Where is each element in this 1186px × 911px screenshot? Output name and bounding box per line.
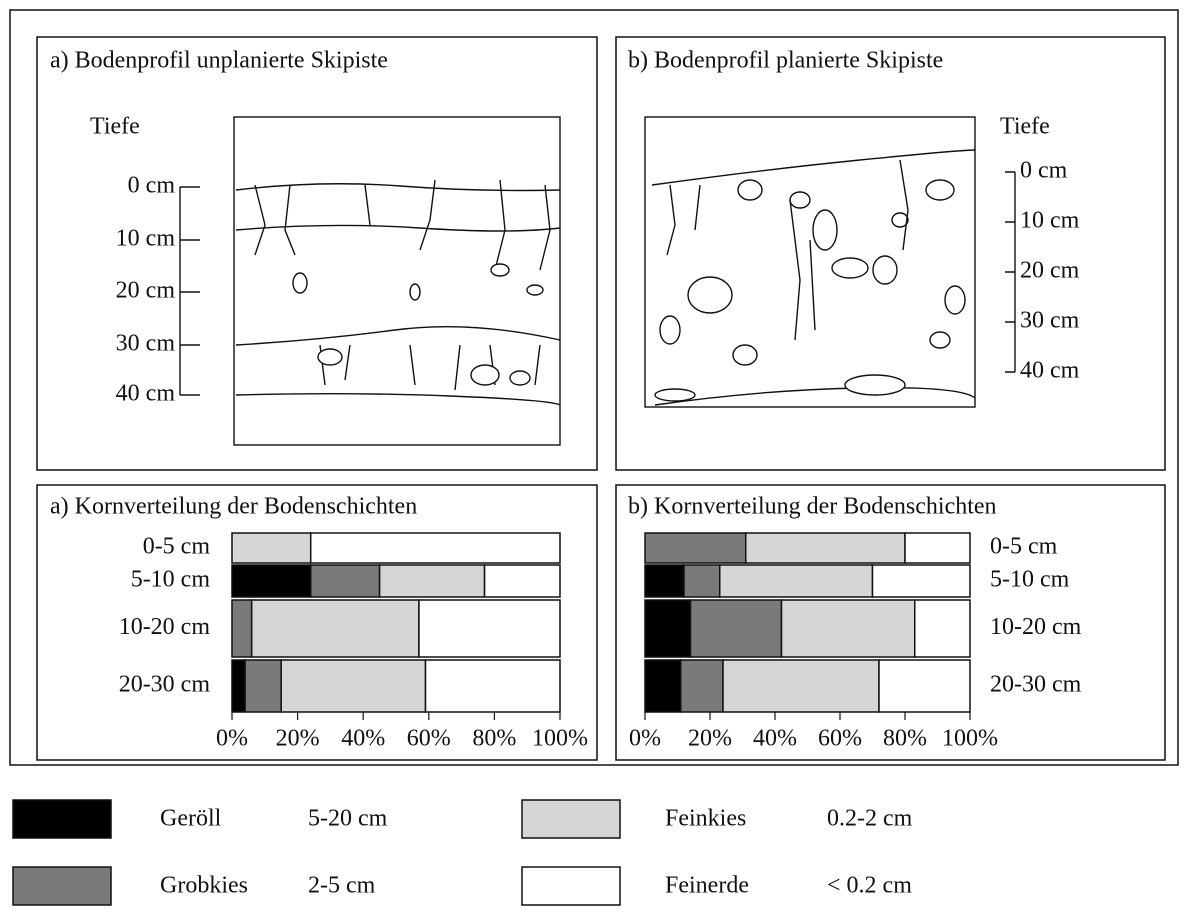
bar-segment — [231, 564, 312, 598]
bar-segment — [914, 599, 971, 658]
bar-segment — [309, 564, 381, 598]
panel-frame — [615, 484, 1166, 761]
bar-segment — [722, 659, 880, 713]
depth-label: 10 cm — [1020, 208, 1080, 234]
bar-segment — [689, 599, 783, 658]
category-label: 5-10 cm — [131, 567, 211, 593]
depth-label: 30 cm — [1020, 308, 1080, 334]
depth-title: Tiefe — [90, 114, 140, 140]
legend-swatch — [12, 799, 112, 839]
depth-label: 40 cm — [116, 381, 176, 407]
x-tick-label: 80% — [472, 726, 516, 752]
legend-label: Grobkies — [160, 873, 248, 899]
x-tick-label: 0% — [216, 726, 248, 752]
category-label: 20-30 cm — [119, 672, 211, 698]
bar-segment — [309, 532, 561, 564]
depth-label: 0 cm — [1020, 158, 1068, 184]
legend-label: Feinkies — [665, 806, 746, 832]
profile-title: b) Bodenprofil planierte Skipiste — [628, 48, 943, 74]
legend-size: < 0.2 cm — [827, 873, 912, 899]
panel-frame — [36, 484, 598, 761]
legend-label: Geröll — [160, 806, 222, 832]
bar-segment — [780, 599, 916, 658]
x-tick-label: 40% — [341, 726, 385, 752]
legend-swatch — [12, 866, 112, 906]
bar-segment — [878, 659, 971, 713]
legend-size: 5-20 cm — [308, 806, 388, 832]
bar-segment — [871, 564, 971, 598]
bar-segment — [378, 564, 486, 598]
depth-label: 20 cm — [1020, 258, 1080, 284]
profile-title: a) Bodenprofil unplanierte Skipiste — [50, 48, 388, 74]
legend-size: 2-5 cm — [308, 873, 376, 899]
x-tick-label: 80% — [883, 726, 927, 752]
depth-label: 40 cm — [1020, 358, 1080, 384]
depth-label: 0 cm — [128, 173, 176, 199]
depth-label: 10 cm — [116, 226, 176, 252]
bar-segment — [250, 599, 420, 658]
bar-segment — [231, 532, 312, 564]
outer-frame — [9, 9, 1179, 766]
bar-segment — [644, 564, 685, 598]
bar-segment — [683, 564, 721, 598]
x-tick-label: 20% — [276, 726, 320, 752]
x-tick-label: 60% — [407, 726, 451, 752]
category-label: 10-20 cm — [990, 614, 1082, 640]
x-tick-label: 100% — [942, 726, 998, 752]
x-tick-label: 100% — [532, 726, 588, 752]
panel-frame — [36, 36, 598, 471]
category-label: 0-5 cm — [143, 534, 211, 560]
bar-segment — [644, 659, 682, 713]
panel-frame — [615, 36, 1166, 471]
x-tick-label: 60% — [818, 726, 862, 752]
category-label: 10-20 cm — [119, 614, 211, 640]
legend-size: 0.2-2 cm — [827, 806, 913, 832]
bar-segment — [904, 532, 971, 564]
legend-swatch — [521, 866, 621, 906]
depth-label: 20 cm — [116, 278, 176, 304]
category-label: 20-30 cm — [990, 672, 1082, 698]
x-tick-label: 40% — [753, 726, 797, 752]
x-tick-label: 0% — [629, 726, 661, 752]
bar-segment — [680, 659, 724, 713]
profile-sketch — [179, 116, 561, 446]
bar-segment — [424, 659, 561, 713]
depth-title: Tiefe — [1000, 114, 1050, 140]
category-label: 0-5 cm — [990, 534, 1058, 560]
chart-title: b) Kornverteilung der Bodenschichten — [628, 494, 997, 520]
category-label: 5-10 cm — [990, 567, 1070, 593]
legend-swatch — [521, 799, 621, 839]
bar-segment — [644, 532, 747, 564]
bar-segment — [244, 659, 282, 713]
bar-segment — [231, 659, 246, 713]
bar-segment — [280, 659, 427, 713]
x-tick-label: 20% — [688, 726, 732, 752]
bar-segment — [745, 532, 906, 564]
bar-segment — [418, 599, 561, 658]
legend-label: Feinerde — [665, 873, 749, 899]
bar-segment — [231, 599, 253, 658]
chart-title: a) Kornverteilung der Bodenschichten — [50, 494, 417, 520]
bar-segment — [644, 599, 692, 658]
bar-segment — [719, 564, 874, 598]
depth-label: 30 cm — [116, 331, 176, 357]
profile-sketch — [644, 116, 1016, 408]
bar-segment — [483, 564, 561, 598]
